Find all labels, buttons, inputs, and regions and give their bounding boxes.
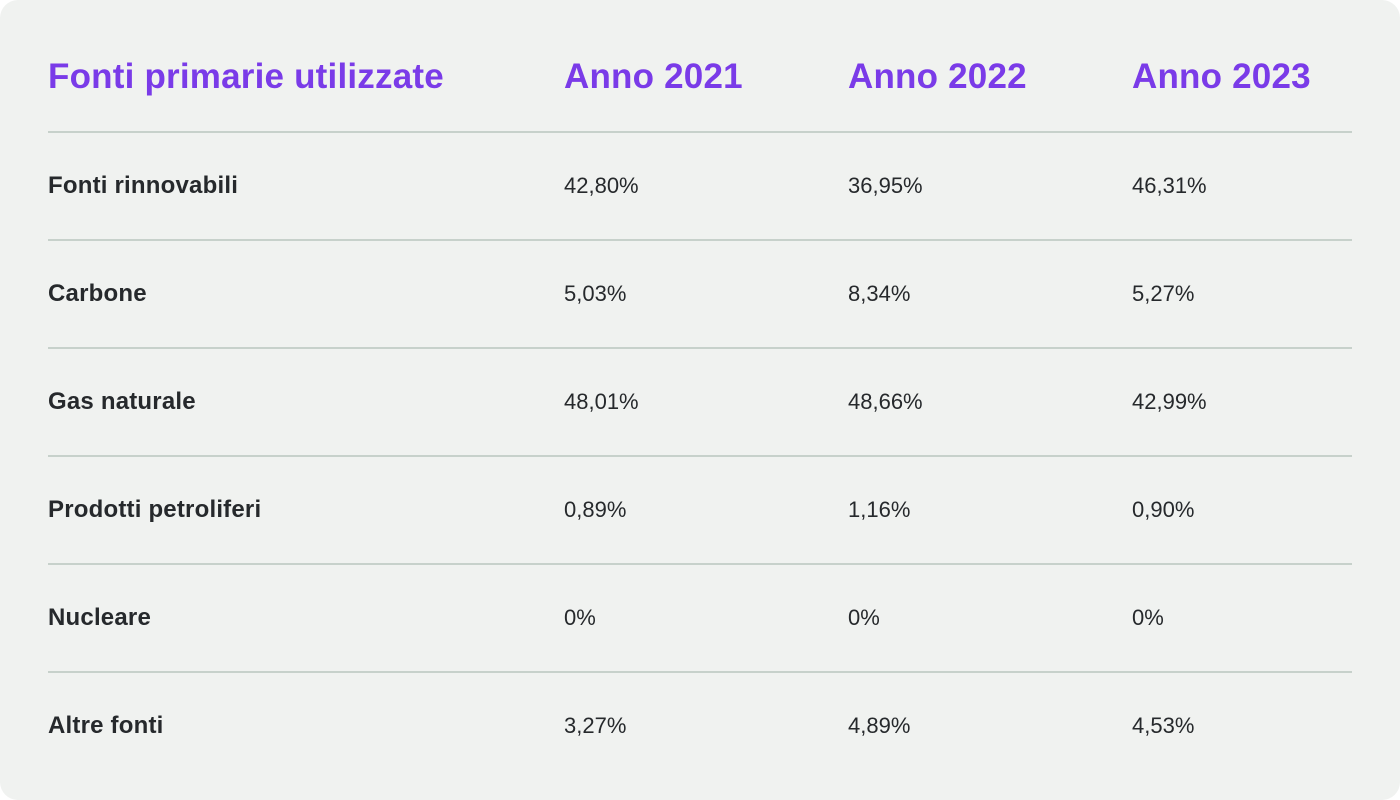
row-label: Nucleare	[48, 604, 151, 631]
cell-value: 5,27%	[1132, 281, 1195, 306]
cell-value: 42,99%	[1132, 389, 1207, 414]
cell-value: 3,27%	[564, 713, 627, 738]
table-title: Fonti primarie utilizzate	[48, 56, 444, 96]
cell-value: 5,03%	[564, 281, 627, 306]
table-row: Carbone 5,03% 8,34% 5,27%	[48, 239, 1352, 347]
table-header-row: Fonti primarie utilizzate Anno 2021 Anno…	[48, 0, 1352, 131]
cell-value: 36,95%	[848, 173, 923, 198]
cell-value: 0,89%	[564, 497, 627, 522]
cell-value: 0%	[1132, 605, 1164, 630]
cell-value: 46,31%	[1132, 173, 1207, 198]
row-label: Prodotti petroliferi	[48, 496, 262, 523]
cell-value: 0%	[848, 605, 880, 630]
row-label: Altre fonti	[48, 712, 164, 739]
cell-value: 8,34%	[848, 281, 911, 306]
table-row: Gas naturale 48,01% 48,66% 42,99%	[48, 347, 1352, 455]
table-row: Fonti rinnovabili 42,80% 36,95% 46,31%	[48, 131, 1352, 239]
table-row: Prodotti petroliferi 0,89% 1,16% 0,90%	[48, 455, 1352, 563]
column-header-anno-2023: Anno 2023	[1132, 56, 1311, 96]
cell-value: 48,66%	[848, 389, 923, 414]
cell-value: 4,53%	[1132, 713, 1195, 738]
row-label: Carbone	[48, 280, 147, 307]
table-row: Altre fonti 3,27% 4,89% 4,53%	[48, 671, 1352, 779]
column-header-anno-2022: Anno 2022	[848, 56, 1027, 96]
cell-value: 0,90%	[1132, 497, 1195, 522]
table-row: Nucleare 0% 0% 0%	[48, 563, 1352, 671]
cell-value: 42,80%	[564, 173, 639, 198]
row-label: Fonti rinnovabili	[48, 172, 239, 199]
cell-value: 48,01%	[564, 389, 639, 414]
cell-value: 1,16%	[848, 497, 911, 522]
cell-value: 0%	[564, 605, 596, 630]
cell-value: 4,89%	[848, 713, 911, 738]
row-label: Gas naturale	[48, 388, 196, 415]
column-header-anno-2021: Anno 2021	[564, 56, 743, 96]
